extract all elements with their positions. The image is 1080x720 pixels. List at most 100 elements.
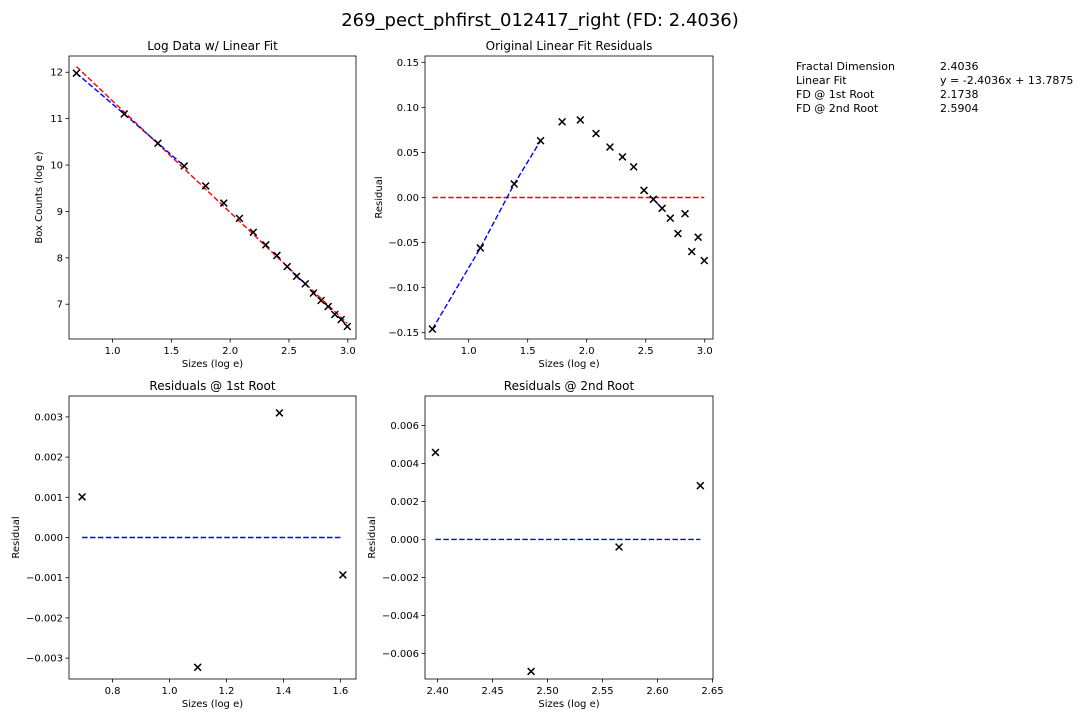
y-tick-label: −0.15	[388, 328, 419, 339]
data-point	[324, 302, 333, 311]
data-point	[629, 162, 638, 171]
chart-panel-4: Residuals @ 2nd Root 2.40 2.45 2.50 2.55 2.60…	[367, 379, 724, 710]
y-axis-label: Residual	[367, 516, 378, 558]
y-tick-label: −0.004	[382, 611, 419, 622]
y-tick-label: 12	[50, 68, 63, 79]
data-point	[292, 272, 301, 281]
chart-title: Original Linear Fit Residuals	[486, 39, 653, 53]
data-point	[338, 570, 347, 579]
y-tick-label: 0.000	[390, 535, 419, 546]
y-tick-label: 0.15	[397, 58, 419, 69]
data-point	[666, 214, 675, 223]
y-tick-label: 0.001	[34, 493, 63, 504]
y-tick-label: −0.10	[388, 283, 419, 294]
x-tick-label: 2.0	[222, 346, 238, 357]
y-tick-label: 0.006	[390, 421, 419, 432]
axes-frame	[424, 395, 714, 680]
data-point	[275, 408, 284, 417]
data-point	[283, 262, 292, 271]
x-tick-label: 2.50	[536, 686, 558, 697]
x-axis-label: Sizes (log e)	[182, 359, 243, 370]
data-point	[558, 117, 567, 126]
data-point	[261, 240, 270, 249]
y-tick-label: 0.003	[34, 412, 63, 423]
data-point	[592, 129, 600, 138]
y-tick-label: 7	[57, 300, 63, 311]
chart-title: Residuals @ 2nd Root	[504, 379, 635, 393]
axes-frame	[68, 395, 357, 680]
data-point	[249, 228, 258, 237]
data-point	[649, 195, 658, 204]
y-tick-label: 0.004	[390, 459, 419, 470]
stats-label: Linear Fit	[796, 74, 847, 87]
data-point	[219, 199, 228, 207]
y-tick-label: 0.000	[34, 533, 63, 544]
axes-frame	[68, 55, 357, 340]
x-tick-label: 1.5	[163, 346, 179, 357]
data-point	[687, 247, 696, 256]
y-tick-label: 11	[50, 114, 63, 125]
chart-title: Log Data w/ Linear Fit	[147, 39, 278, 53]
stats-value: 2.1738	[940, 88, 979, 101]
x-tick-label: 1.6	[332, 686, 348, 697]
data-point	[317, 296, 325, 305]
x-tick-label: 1.0	[105, 346, 121, 357]
data-point	[153, 139, 162, 148]
data-point	[476, 244, 485, 252]
blue-dashed-line	[431, 140, 542, 330]
data-point	[658, 204, 667, 213]
data-point	[618, 153, 627, 161]
x-tick-label: 2.0	[579, 346, 595, 357]
chart-panel-2: Original Linear Fit Residuals 1.0 1.5 2.0 2.…	[374, 39, 714, 370]
y-tick-label: −0.003	[26, 654, 63, 665]
x-axis-label: Sizes (log e)	[538, 359, 599, 370]
y-tick-label: 0.10	[397, 103, 419, 114]
data-point	[510, 180, 519, 188]
data-point	[330, 310, 339, 319]
data-point	[428, 325, 437, 334]
x-tick-label: 2.65	[701, 686, 723, 697]
data-point	[309, 289, 318, 298]
data-point	[674, 229, 682, 238]
data-point	[576, 116, 585, 124]
y-tick-label: 0.002	[390, 497, 419, 508]
x-axis-label: Sizes (log e)	[182, 699, 243, 710]
y-tick-label: 9	[57, 207, 63, 218]
x-tick-label: 0.8	[105, 686, 121, 697]
y-tick-label: −0.002	[26, 613, 63, 624]
x-tick-label: 1.2	[218, 686, 234, 697]
stats-value: 2.4036	[940, 60, 979, 73]
y-tick-label: 0.002	[34, 453, 63, 464]
data-point	[696, 481, 705, 490]
y-tick-label: 0.00	[397, 193, 419, 204]
x-tick-label: 2.45	[481, 686, 503, 697]
x-tick-label: 1.0	[461, 346, 477, 357]
x-tick-label: 2.60	[646, 686, 668, 697]
stats-label: FD @ 2nd Root	[796, 102, 879, 115]
stats-value: y = -2.4036x + 13.7875	[940, 74, 1074, 87]
y-tick-label: −0.006	[382, 649, 419, 660]
y-axis-label: Box Counts (log e)	[34, 151, 45, 243]
data-point	[343, 322, 352, 331]
data-point	[431, 448, 440, 457]
chart-panel-3: Residuals @ 1st Root 0.8 1.0 1.2 1.4 1.6 −0.00…	[11, 379, 357, 710]
chart-title: Residuals @ 1st Root	[149, 379, 275, 393]
stats-label: Fractal Dimension	[796, 60, 895, 73]
y-axis-label: Residual	[11, 516, 22, 558]
data-point	[180, 162, 189, 170]
x-tick-label: 2.5	[281, 346, 297, 357]
blue-dashed-line	[75, 72, 185, 167]
data-point	[640, 186, 648, 195]
figure-title: 269_pect_phfirst_012417_right (FD: 2.403…	[341, 10, 739, 31]
chart-panel-1: Log Data w/ Linear Fit 1.0 1.5 2.0 2.5 3.0 7 8 9…	[34, 39, 357, 370]
x-tick-label: 2.5	[638, 346, 654, 357]
data-point	[301, 279, 310, 288]
data-point	[72, 69, 81, 78]
x-tick-label: 1.0	[162, 686, 178, 697]
x-tick-label: 1.5	[520, 346, 536, 357]
x-tick-label: 1.4	[275, 686, 291, 697]
data-point	[120, 110, 129, 118]
x-tick-label: 2.55	[591, 686, 613, 697]
x-axis-label: Sizes (log e)	[538, 699, 599, 710]
